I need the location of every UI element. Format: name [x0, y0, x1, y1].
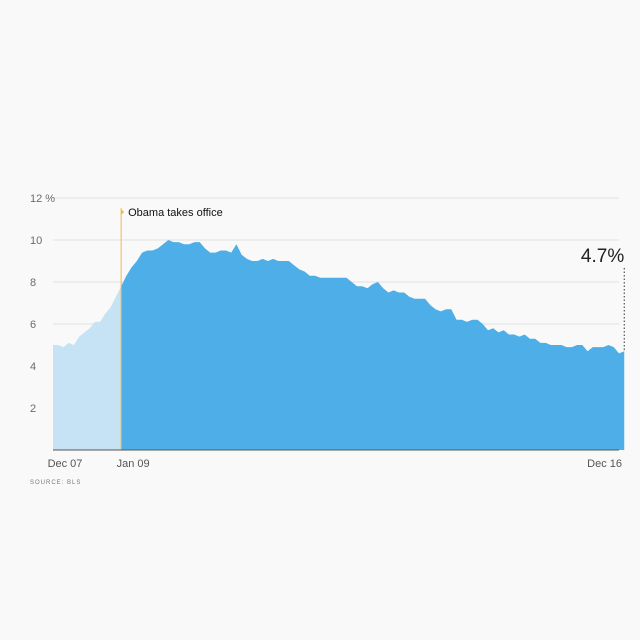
x-tick-label: Dec 07 [48, 458, 83, 470]
y-tick-label: 8 [30, 277, 36, 289]
annotation-label: Obama takes office [128, 207, 223, 219]
y-tick-label: 10 [30, 235, 42, 247]
y-tick-label: 6 [30, 319, 36, 331]
source-label: SOURCE: BLS [30, 480, 81, 486]
annotation-marker [121, 209, 125, 215]
end-value-label: 4.7% [581, 246, 624, 267]
x-tick-label: Jan 09 [117, 458, 150, 470]
x-tick-label: Dec 16 [587, 458, 622, 470]
area-before-obama [53, 286, 122, 450]
annotation-layer: Obama takes office 4.7% [120, 207, 625, 450]
area-after-obama [121, 240, 625, 450]
axis-layer: 12 % 10 8 6 4 2 Dec 07 Jan 09 Dec 16 [30, 193, 622, 470]
y-tick-label: 12 % [30, 193, 55, 205]
y-tick-label: 4 [30, 361, 36, 373]
y-tick-label: 2 [30, 403, 36, 415]
area-layer [53, 240, 625, 450]
